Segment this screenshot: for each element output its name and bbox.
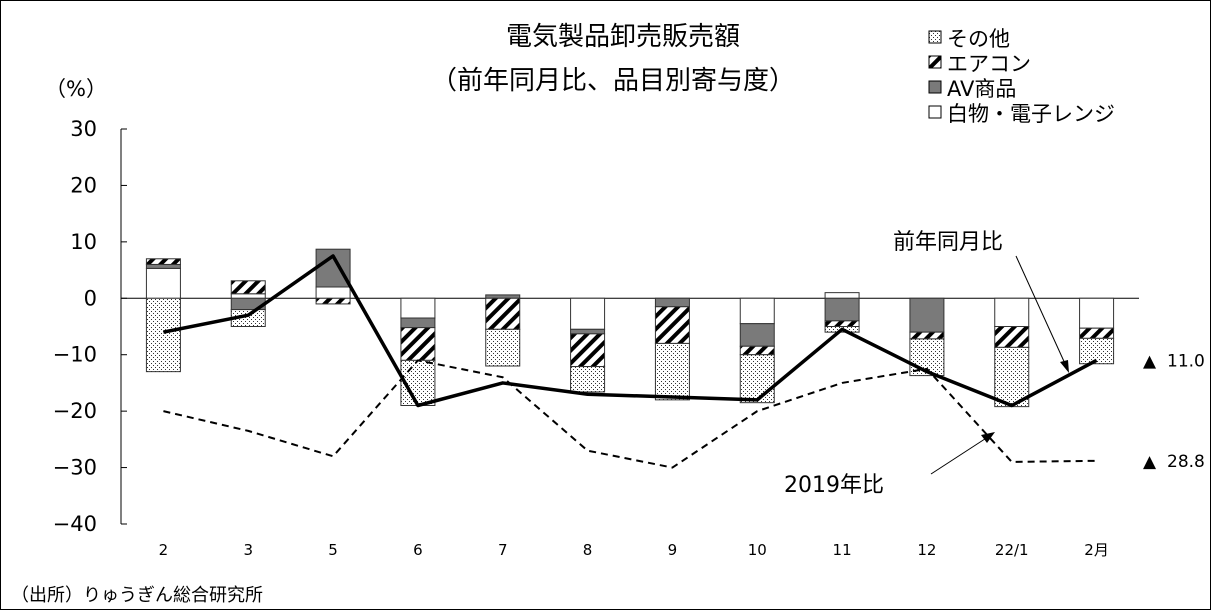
bar-segment xyxy=(654,297,690,308)
legend-swatch xyxy=(928,105,942,119)
legend-label: 白物・電子レンジ xyxy=(947,102,1115,126)
x-tick-label: 10 xyxy=(748,541,767,559)
bar-segment xyxy=(230,293,266,299)
annotation-yoy: 前年同月比 xyxy=(893,230,1003,255)
annotation-2019: 2019年比 xyxy=(784,473,884,498)
bar-segment xyxy=(145,297,181,373)
bar-segment xyxy=(145,258,181,265)
x-tick-label: 12 xyxy=(917,541,936,559)
yoy-line xyxy=(163,254,1098,408)
bar-segment xyxy=(739,345,775,356)
y-tick-label: −20 xyxy=(53,399,97,423)
bar-segment xyxy=(1079,297,1115,329)
bar-segment xyxy=(145,263,181,269)
bar-segment xyxy=(994,346,1030,408)
lines xyxy=(163,254,1098,469)
bar-segment xyxy=(824,297,860,322)
end-marker: ▲ xyxy=(1143,351,1157,371)
bar-segment xyxy=(230,280,266,295)
x-tick-label: 3 xyxy=(243,541,253,559)
y-tick-label: 30 xyxy=(70,117,97,141)
x-tick-label: 7 xyxy=(498,541,508,559)
bar-segment xyxy=(1079,327,1115,339)
x-tick-label: 5 xyxy=(328,541,338,559)
vs-2019-line xyxy=(163,359,1097,469)
bar-segment xyxy=(485,328,521,367)
annotation-arrowhead xyxy=(1060,360,1069,373)
bar-segment xyxy=(824,292,860,299)
bar-segment xyxy=(909,331,945,340)
y-tick-label: 0 xyxy=(84,286,97,310)
bar-segment xyxy=(315,286,351,299)
end-value: 28.8 xyxy=(1167,452,1205,472)
legend-label: エアコン xyxy=(947,52,1031,76)
bar-segment xyxy=(145,267,181,299)
source-note: （出所）りゅうぎん総合研究所 xyxy=(11,585,263,606)
y-tick-label: −30 xyxy=(53,456,97,480)
bar-segment xyxy=(994,297,1030,327)
bar-segment xyxy=(824,320,860,328)
bar-segment xyxy=(739,323,775,347)
axes: 30 20 10 0 −10 −20 −30 −40 2 3 5 6 7 8 9 10 11 12 22/1 2月 xyxy=(53,117,1139,559)
bar-segment xyxy=(570,333,606,368)
bars xyxy=(145,248,1115,408)
y-tick-label: 10 xyxy=(70,230,97,254)
chart-title: 電気製品卸売販売額 xyxy=(506,22,740,52)
bar-segment xyxy=(315,297,351,305)
y-tick-label: −10 xyxy=(53,343,97,367)
legend-label: AV商品 xyxy=(947,77,1016,101)
bar-segment xyxy=(1079,337,1115,365)
bar-segment xyxy=(570,297,606,330)
annotations: 前年同月比 2019年比 ▲ 11.0 ▲ 28.8 xyxy=(784,230,1205,498)
x-tick-label: 9 xyxy=(668,541,678,559)
legend-swatch xyxy=(928,55,942,69)
legend-label: その他 xyxy=(947,27,1010,51)
x-tick-label: 22/1 xyxy=(995,541,1029,559)
y-tick-label: 20 xyxy=(70,173,97,197)
bar-segment xyxy=(994,326,1030,348)
end-marker: ▲ xyxy=(1143,452,1157,472)
x-tick-label: 2月 xyxy=(1084,541,1109,559)
annotation-arrowhead xyxy=(981,432,995,443)
x-tick-label: 6 xyxy=(413,541,423,559)
x-tick-label: 11 xyxy=(833,541,852,559)
annotation-arrow xyxy=(930,434,992,475)
end-value: 11.0 xyxy=(1167,351,1205,371)
y-tick-label: −40 xyxy=(53,512,97,536)
bar-segment xyxy=(570,328,606,335)
x-tick-label: 8 xyxy=(583,541,593,559)
bar-segment xyxy=(909,297,945,333)
bar-segment xyxy=(739,297,775,325)
bar-segment xyxy=(400,317,436,329)
bar-segment xyxy=(400,327,436,361)
legend-swatch xyxy=(928,80,942,94)
y-axis-label: （%） xyxy=(45,77,107,101)
chart-subtitle: （前年同月比、品目別寄与度） xyxy=(431,66,795,96)
bar-segment xyxy=(739,354,775,404)
legend-swatch xyxy=(928,30,942,44)
bar-segment xyxy=(485,297,521,330)
x-tick-label: 2 xyxy=(159,541,169,559)
bar-segment xyxy=(485,294,521,299)
bar-segment xyxy=(654,306,690,344)
bar-segment xyxy=(570,366,606,393)
annotation-arrow xyxy=(1015,255,1068,369)
bar-segment xyxy=(400,297,436,319)
bar-segment xyxy=(654,342,690,401)
